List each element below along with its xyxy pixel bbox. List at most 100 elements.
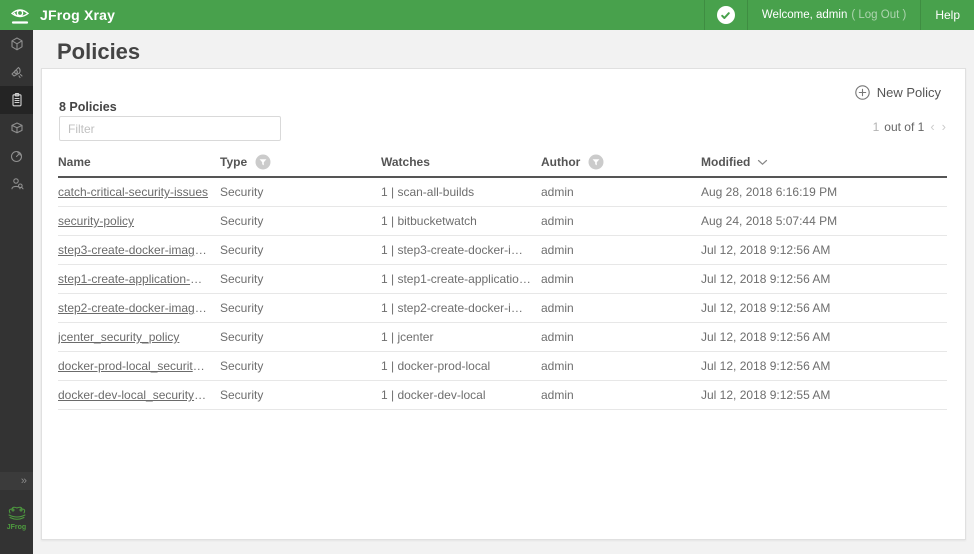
policy-watches: 1 | step2-create-docker-image-templ... [381, 301, 541, 315]
table-row: jcenter_security_policy Security 1 | jce… [58, 323, 947, 352]
column-header-watches[interactable]: Watches [381, 155, 430, 169]
policy-modified: Aug 24, 2018 5:07:44 PM [701, 214, 838, 228]
main-content: Policies New Policy 8 Policies 1 out of … [33, 30, 974, 554]
table-body: catch-critical-security-issues Security … [58, 178, 947, 410]
policy-type: Security [220, 301, 264, 315]
policy-author: admin [541, 359, 574, 373]
policy-modified: Jul 12, 2018 9:12:56 AM [701, 301, 831, 315]
table-row: docker-dev-local_security_policy Securit… [58, 381, 947, 410]
policy-type: Security [220, 330, 264, 344]
table-row: step3-create-docker-image-product_... Se… [58, 236, 947, 265]
sidebar-item-admin[interactable] [0, 170, 33, 198]
table-row: docker-prod-local_security_policy Securi… [58, 352, 947, 381]
app-title: JFrog Xray [40, 7, 116, 23]
filter-input[interactable] [59, 116, 281, 141]
policy-type: Security [220, 388, 264, 402]
plus-circle-icon [854, 85, 870, 100]
jfrog-logo: JFrog [0, 490, 33, 546]
policy-modified: Jul 12, 2018 9:12:56 AM [701, 359, 831, 373]
policy-type: Security [220, 214, 264, 228]
sidebar-spacer [0, 198, 33, 472]
table-row: step1-create-application-war-file_sec...… [58, 265, 947, 294]
policy-watches: 1 | step1-create-application-war-file [381, 272, 541, 286]
new-policy-button[interactable]: New Policy [854, 85, 941, 100]
column-header-type[interactable]: Type [220, 154, 381, 170]
welcome-text: Welcome, admin [761, 9, 848, 21]
column-header-modified[interactable]: Modified [701, 155, 947, 169]
policy-author: admin [541, 301, 574, 315]
new-policy-label: New Policy [876, 85, 941, 100]
sidebar-item-dashboard[interactable] [0, 30, 33, 58]
policy-name-link[interactable]: step1-create-application-war-file_sec... [58, 272, 220, 286]
table-row: security-policy Security 1 | bitbucketwa… [58, 207, 947, 236]
sidebar-item-reports[interactable] [0, 142, 33, 170]
sidebar-item-watches[interactable] [0, 58, 33, 86]
policy-watches: 1 | step3-create-docker-image-product [381, 243, 541, 257]
policy-name-link[interactable]: catch-critical-security-issues [58, 185, 209, 199]
column-header-name[interactable]: Name [58, 155, 91, 169]
table-header-row: Name Type Watches Author [58, 154, 947, 178]
pagination-next-icon[interactable]: › [941, 119, 946, 134]
brand: JFrog Xray [0, 4, 115, 26]
policy-author: admin [541, 272, 574, 286]
policies-card: New Policy 8 Policies 1 out of 1 ‹ › Nam… [41, 68, 966, 540]
policy-type: Security [220, 359, 264, 373]
sidebar-item-policies[interactable] [0, 86, 33, 114]
components-icon [9, 120, 25, 136]
policy-author: admin [541, 185, 574, 199]
policy-author: admin [541, 214, 574, 228]
column-header-author[interactable]: Author [541, 154, 701, 170]
policies-table: Name Type Watches Author [58, 154, 947, 410]
logout-link[interactable]: ( Log Out ) [851, 9, 907, 21]
policy-author: admin [541, 243, 574, 257]
policies-icon [9, 92, 25, 108]
frog-icon [5, 505, 29, 522]
policy-name-link[interactable]: step3-create-docker-image-product_... [58, 243, 220, 257]
policy-author: admin [541, 388, 574, 402]
sort-chevron-down-icon[interactable] [757, 159, 768, 166]
policy-type: Security [220, 243, 264, 257]
admin-icon [9, 176, 25, 192]
policy-name-link[interactable]: docker-dev-local_security_policy [58, 388, 220, 402]
type-filter-icon[interactable] [255, 154, 271, 170]
policy-author: admin [541, 330, 574, 344]
sidebar: » JFrog [0, 30, 33, 554]
watches-icon [9, 64, 25, 80]
policy-modified: Aug 28, 2018 6:16:19 PM [701, 185, 838, 199]
policy-watches: 1 | bitbucketwatch [381, 214, 477, 228]
dashboard-icon [9, 36, 25, 52]
policy-name-link[interactable]: step2-create-docker-image-template... [58, 301, 220, 315]
policy-watches: 1 | jcenter [381, 330, 434, 344]
reports-icon [9, 148, 25, 164]
policy-modified: Jul 12, 2018 9:12:55 AM [701, 388, 831, 402]
pagination: 1 out of 1 ‹ › [873, 119, 947, 134]
help-button[interactable]: Help [920, 0, 974, 30]
policy-type: Security [220, 185, 264, 199]
policy-watches: 1 | docker-dev-local [381, 388, 486, 402]
policy-type: Security [220, 272, 264, 286]
table-row: catch-critical-security-issues Security … [58, 178, 947, 207]
policy-modified: Jul 12, 2018 9:12:56 AM [701, 330, 831, 344]
sidebar-collapse-button[interactable]: » [0, 472, 33, 490]
policy-name-link[interactable]: jcenter_security_policy [58, 330, 180, 344]
policy-name-link[interactable]: security-policy [58, 214, 135, 228]
policy-modified: Jul 12, 2018 9:12:56 AM [701, 272, 831, 286]
help-label: Help [935, 8, 960, 22]
policy-modified: Jul 12, 2018 9:12:56 AM [701, 243, 831, 257]
policy-watches: 1 | scan-all-builds [381, 185, 475, 199]
sidebar-item-components[interactable] [0, 114, 33, 142]
author-filter-icon[interactable] [588, 154, 604, 170]
pagination-current: 1 [872, 119, 880, 134]
policy-watches: 1 | docker-prod-local [381, 359, 491, 373]
user-menu: Welcome, admin ( Log Out ) [746, 0, 920, 30]
page-title: Policies [57, 39, 141, 64]
pagination-total: out of 1 [884, 119, 925, 134]
collapse-chevrons-icon: » [20, 474, 27, 487]
system-status[interactable] [703, 0, 747, 30]
pagination-prev-icon[interactable]: ‹ [930, 119, 935, 134]
xray-eye-logo-icon [9, 4, 31, 26]
top-bar: JFrog Xray Welcome, admin ( Log Out ) He… [0, 0, 974, 30]
policy-name-link[interactable]: docker-prod-local_security_policy [58, 359, 220, 373]
policies-count: 8 Policies [59, 100, 117, 114]
table-row: step2-create-docker-image-template... Se… [58, 294, 947, 323]
